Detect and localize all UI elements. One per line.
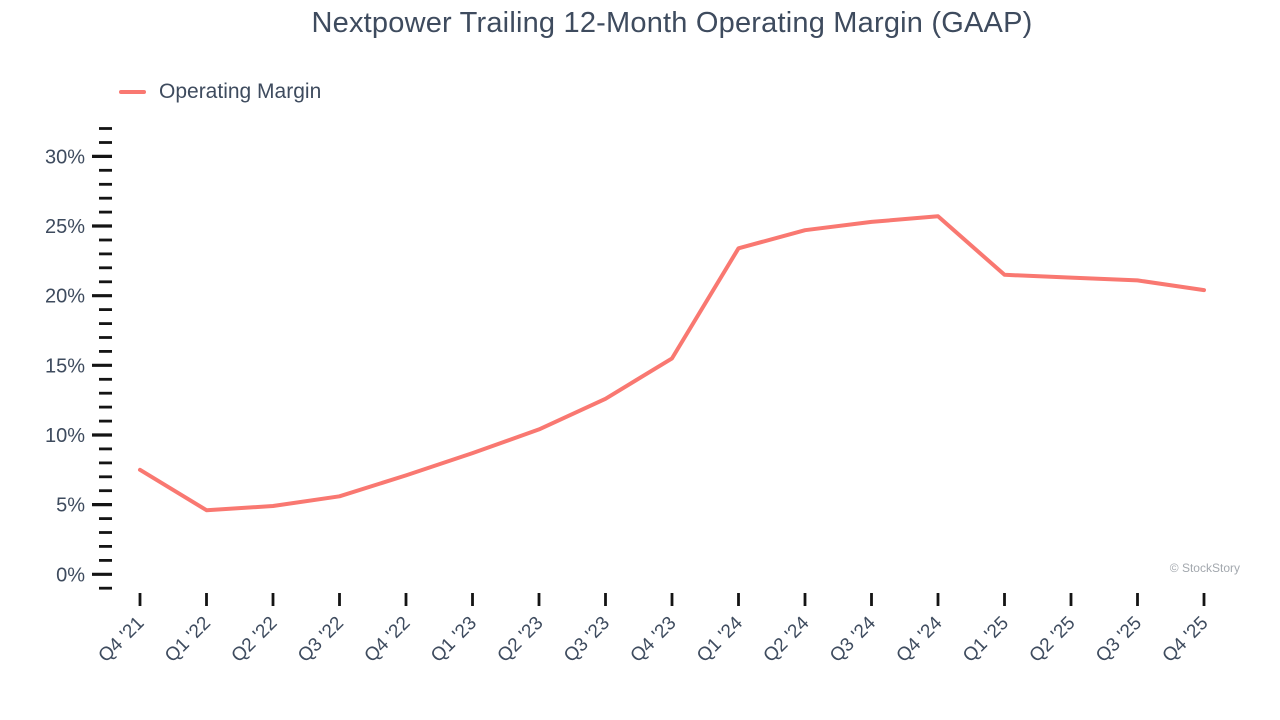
chart-title: Nextpower Trailing 12-Month Operating Ma… (311, 7, 1033, 39)
y-axis-label: 0% (56, 564, 85, 586)
x-axis-label: Q3 '24 (826, 612, 880, 666)
y-axis-label: 30% (45, 146, 85, 168)
x-axis-label: Q3 '25 (1092, 613, 1146, 667)
x-axis-label: Q3 '22 (294, 613, 348, 667)
x-axis-label: Q4 '24 (893, 612, 947, 666)
x-axis-label: Q4 '22 (361, 613, 415, 667)
series-line-operating-margin (138, 214, 1206, 513)
x-axis-label: Q1 '23 (427, 613, 481, 667)
x-axis-label: Q3 '23 (560, 613, 614, 667)
x-axis-label: Q1 '24 (693, 612, 747, 666)
x-axis-label: Q4 '21 (95, 613, 149, 667)
y-axis-label: 15% (45, 355, 85, 377)
x-axis-label: Q2 '23 (494, 613, 548, 667)
legend-line-swatch (119, 90, 146, 94)
x-axis-label: Q1 '25 (959, 613, 1013, 667)
x-axis-label: Q2 '24 (760, 612, 814, 666)
y-axis-label: 5% (56, 495, 85, 517)
x-axis-label: Q4 '23 (627, 613, 681, 667)
x-axis-label: Q1 '22 (161, 613, 215, 667)
x-axis-label: Q2 '22 (228, 613, 282, 667)
legend: Operating Margin (119, 80, 321, 104)
y-axis-label: 25% (45, 216, 85, 238)
y-axis-label: 20% (45, 286, 85, 308)
x-axis-label: Q4 '25 (1159, 613, 1213, 667)
y-axis-label: 10% (45, 425, 85, 447)
x-axis-label: Q2 '25 (1026, 613, 1080, 667)
legend-label: Operating Margin (159, 80, 322, 103)
watermark: © StockStory (1169, 561, 1240, 575)
